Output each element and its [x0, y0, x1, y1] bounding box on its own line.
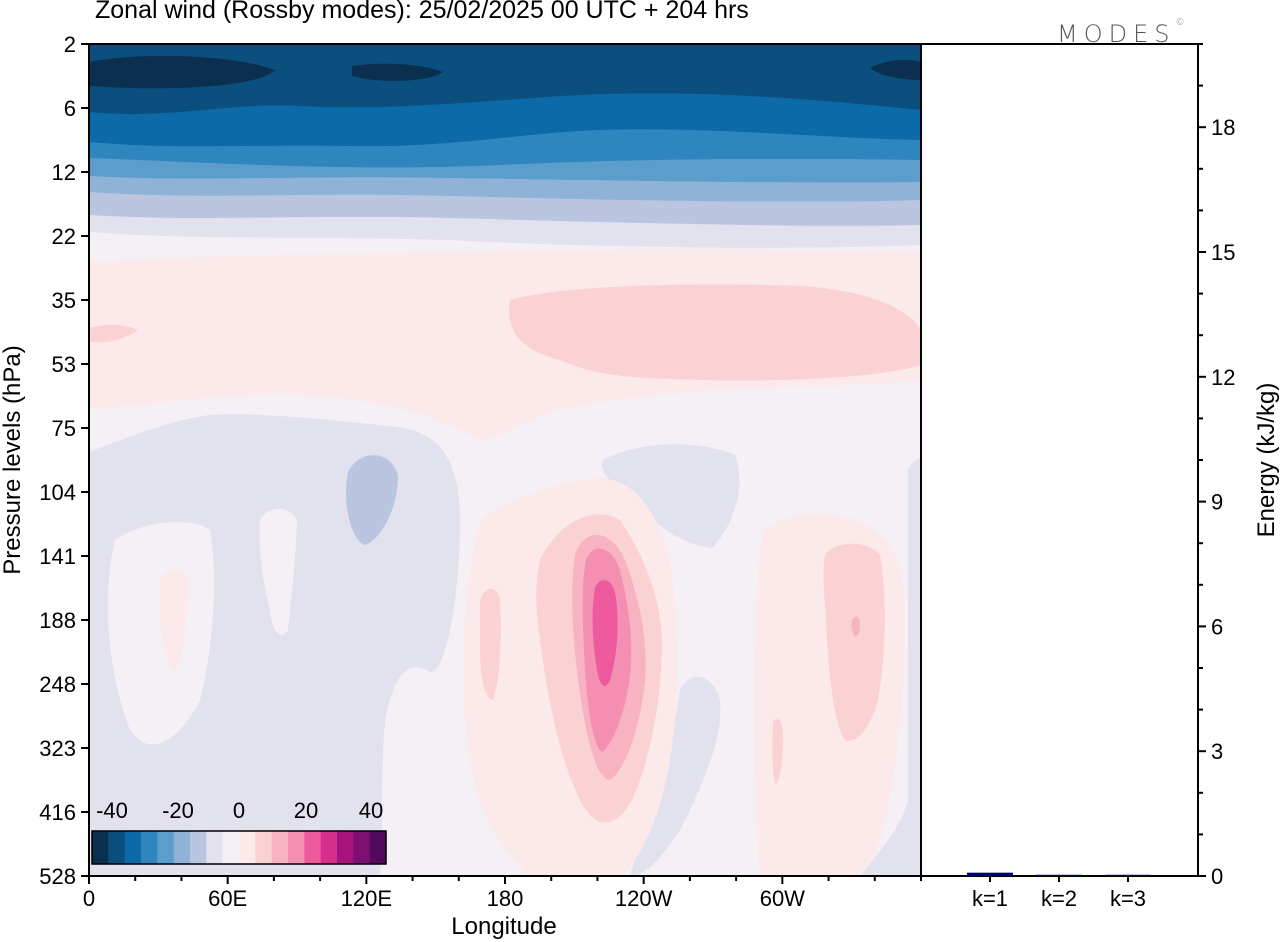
colorbar-swatch — [190, 831, 207, 864]
colorbar-swatch — [369, 831, 387, 864]
colorbar-swatch — [255, 831, 273, 864]
band-minus-40a — [89, 55, 275, 89]
colorbar-swatch — [288, 831, 305, 864]
x-tick-label: 120W — [615, 886, 673, 911]
band-plus-8b — [89, 324, 138, 343]
x-tick-label: 60W — [760, 886, 805, 911]
jet-east-plus-12 — [851, 616, 860, 637]
x-tick-label: 0 — [83, 886, 95, 911]
y-tick-label: 528 — [39, 864, 76, 889]
bar-category-label: k=1 — [972, 886, 1008, 911]
colorbar-label: -20 — [162, 798, 194, 823]
y-tick-label: 416 — [39, 800, 76, 825]
colorbar-swatch — [271, 831, 289, 864]
y-tick-label: 323 — [39, 736, 76, 761]
colorbar: -40 -20 0 20 40 — [91, 798, 387, 865]
energy-tick-label: 12 — [1211, 365, 1235, 390]
y-tick-label: 12 — [52, 160, 76, 185]
y-tick-label: 6 — [64, 96, 76, 121]
x-tick-label: 180 — [487, 886, 524, 911]
logo-mark: © — [1175, 18, 1185, 28]
jet-east-plus-8 — [823, 543, 885, 741]
band-plus-8 — [509, 284, 921, 381]
energy-tick-label: 0 — [1211, 864, 1223, 889]
band-minus-40c — [870, 60, 921, 80]
trop-easterly-east — [860, 458, 921, 876]
colorbar-swatch — [206, 831, 224, 864]
colorbar-frame — [91, 830, 387, 865]
longitude-axis: 0 60E 120E 180 120W 60W — [83, 876, 922, 911]
contour-field — [89, 44, 921, 876]
trop-white-1 — [107, 521, 215, 745]
colorbar-swatch — [353, 831, 371, 864]
colorbar-swatch — [108, 831, 126, 864]
y-tick-label: 104 — [39, 480, 76, 505]
trop-pink-west — [159, 570, 188, 672]
energy-tick-label: 3 — [1211, 739, 1223, 764]
colorbar-swatch — [141, 831, 158, 864]
jet-east-small — [772, 719, 783, 784]
energy-tick-label: 6 — [1211, 614, 1223, 639]
colorbar-swatch — [222, 831, 240, 864]
trop-easterly-low — [630, 676, 721, 876]
colorbar-swatch — [320, 831, 338, 864]
pressure-axis: 2 6 12 22 35 53 75 104 141 188 248 323 416 528 — [39, 32, 89, 889]
energy-bar — [1105, 874, 1151, 876]
colorbar-swatch — [124, 831, 142, 864]
trop-easterly-core — [345, 455, 398, 545]
energy-axis: 0 3 6 9 12 15 18 — [1198, 43, 1235, 889]
y-axis-title: Pressure levels (hPa) — [0, 345, 26, 574]
trop-white-2 — [259, 508, 297, 635]
energy-tick-label: 18 — [1211, 115, 1235, 140]
bar-category-label: k=3 — [1110, 886, 1146, 911]
y-tick-label: 53 — [52, 352, 76, 377]
colorbar-swatch — [157, 831, 175, 864]
colorbar-label: 20 — [294, 798, 318, 823]
jet-plus-20 — [592, 580, 618, 686]
y-tick-label: 75 — [52, 416, 76, 441]
y-tick-label: 141 — [39, 544, 76, 569]
energy-tick-label: 15 — [1211, 240, 1235, 265]
bar-category-label: k=2 — [1041, 886, 1077, 911]
y-tick-label: 248 — [39, 672, 76, 697]
energy-bar — [967, 872, 1013, 876]
colorbar-label: 40 — [359, 798, 383, 823]
trop-easterly-center — [601, 444, 740, 548]
colorbar-swatch — [304, 831, 322, 864]
energy-bar — [1036, 874, 1082, 876]
y-tick-label: 188 — [39, 608, 76, 633]
x-tick-label: 60E — [208, 886, 247, 911]
x-tick-label: 120E — [341, 886, 392, 911]
x-axis-title: Longitude — [451, 913, 556, 940]
chart-title: Zonal wind (Rossby modes): 25/02/2025 00… — [95, 0, 749, 24]
colorbar-swatch — [337, 831, 354, 864]
colorbar-label: -40 — [96, 798, 128, 823]
jet-plus-4-west — [480, 588, 501, 700]
energy-bars: k=1 k=2 k=3 — [967, 872, 1151, 911]
band-minus-40b — [352, 63, 443, 81]
colorbar-swatch — [173, 831, 191, 864]
y-tick-label: 2 — [64, 32, 76, 57]
energy-tick-label: 9 — [1211, 490, 1223, 515]
energy-axis-title: Energy (kJ/kg) — [1253, 383, 1280, 538]
band-minus-30 — [89, 44, 921, 115]
colorbar-swatch — [92, 831, 109, 864]
y-tick-label: 22 — [52, 224, 76, 249]
colorbar-swatch — [239, 831, 256, 864]
colorbar-label: 0 — [233, 798, 245, 823]
y-tick-label: 35 — [52, 288, 76, 313]
